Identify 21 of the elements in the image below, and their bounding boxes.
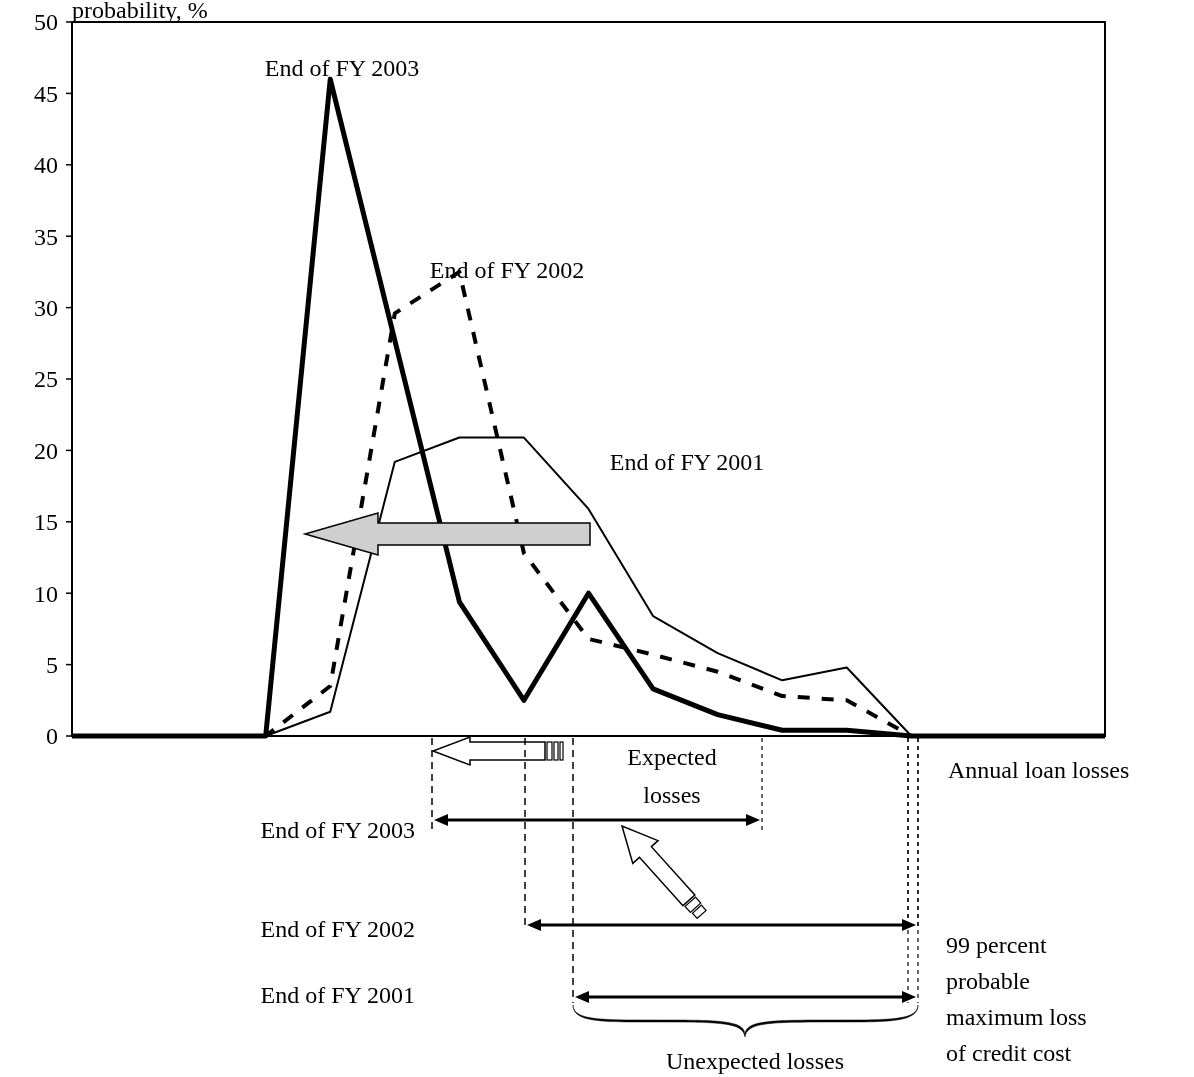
y-tick-label: 25 [34,366,58,393]
text: End of FY 2001 [260,982,415,1008]
y-tick-label: 40 [34,152,58,179]
y-tick-label: 45 [34,80,58,107]
y-tick-label: 20 [34,437,58,464]
text: Unexpected losses [666,1048,844,1074]
text: 99 percent probable maximum loss of credit cost [946,932,1087,1066]
y-tick-label: 5 [46,652,58,678]
y-tick-label: 0 [46,723,58,750]
text: End of FY 2003 [260,817,415,843]
y-tick-label: 50 [34,9,58,36]
y-tick-label: 35 [34,223,58,250]
series-label: End of FY 2003 [264,55,420,81]
y-tick-label: 15 [34,509,58,536]
series-label: End of FY 2001 [609,449,765,475]
x-axis-title: Annual loan losses [948,757,1130,783]
y-axis-title: probability, % [72,0,208,23]
text: Expected losses [627,744,717,808]
y-tick-label: 10 [34,580,58,607]
y-tick-label: 30 [34,295,58,321]
text: End of FY 2002 [260,916,415,942]
